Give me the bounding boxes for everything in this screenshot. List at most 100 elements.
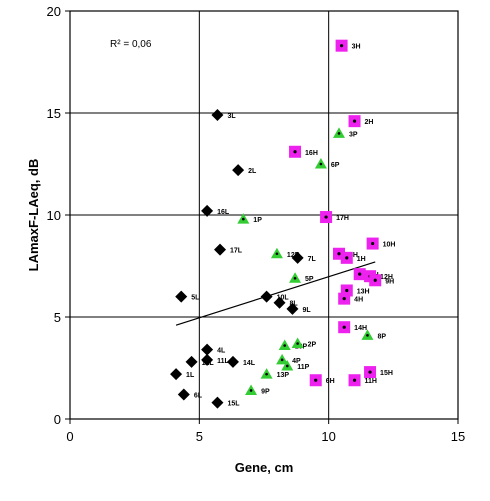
data-point-dot <box>373 278 377 282</box>
data-point-diamond <box>273 296 286 309</box>
data-point-label: 13P <box>277 372 290 379</box>
data-point-dot <box>371 241 375 246</box>
data-point-label: 6L <box>194 393 203 400</box>
data-point-label: 10L <box>277 295 290 302</box>
data-point-dot <box>319 162 323 166</box>
data-point-label: 8P <box>377 333 386 340</box>
data-point-label: 2P <box>308 342 317 349</box>
y-tick-label: 0 <box>54 412 61 427</box>
data-point-dot <box>285 364 289 368</box>
data-point-label: 2L <box>248 168 257 175</box>
x-tick-label: 10 <box>321 429 335 444</box>
x-axis-title: Gene, cm <box>235 460 294 475</box>
r-squared-annotation: R² = 0,06 <box>110 39 152 50</box>
data-point-dot <box>368 370 372 374</box>
data-point-label: 1P <box>253 217 262 224</box>
data-point-label: 15H <box>380 370 393 377</box>
data-point-label: 5P <box>305 276 314 283</box>
data-point-dot <box>293 276 297 280</box>
y-tick-label: 15 <box>47 106 61 121</box>
data-point-dot <box>280 358 284 362</box>
x-axis-ticks: 0 5 10 15 <box>66 419 465 444</box>
data-point-label: 9H <box>385 278 394 285</box>
data-point-diamond <box>260 290 273 303</box>
data-point-diamond <box>201 343 214 356</box>
x-tick-label: 15 <box>451 429 465 444</box>
data-point-diamond <box>214 243 227 256</box>
data-point-diamond <box>232 164 245 177</box>
data-point-dot <box>366 334 369 337</box>
data-point-dot <box>324 215 328 219</box>
data-point-diamond <box>291 251 304 264</box>
data-point-label: 6P <box>331 162 340 169</box>
data-point-label: 17H <box>336 215 349 222</box>
data-point-diamond <box>185 355 198 368</box>
data-point-dot <box>352 119 357 123</box>
data-point-label: 10H <box>383 242 396 249</box>
data-point-label: 4L <box>217 348 226 355</box>
data-point-dot <box>337 252 341 256</box>
x-tick-label: 5 <box>196 429 203 444</box>
data-point-label: 13H <box>357 288 370 295</box>
data-point-dot <box>296 342 299 345</box>
data-point-diamond <box>175 290 188 303</box>
data-point-diamond <box>211 109 224 122</box>
data-point-label: 6H <box>326 378 335 385</box>
x-tick-label: 0 <box>66 429 73 444</box>
data-point-label: 3P <box>349 131 358 138</box>
data-point-dot <box>249 389 253 392</box>
data-point-diamond <box>201 353 214 366</box>
data-point-dot <box>314 378 318 382</box>
data-point-label: 9P <box>261 388 270 395</box>
data-point-label: 12P <box>287 252 300 259</box>
data-point-diamond <box>211 396 224 409</box>
data-point-dot <box>342 325 346 329</box>
data-point-label: 9L <box>302 307 311 314</box>
data-point-diamond <box>201 204 214 217</box>
data-point-dot <box>337 132 341 135</box>
y-axis-ticks: 0 5 10 15 20 <box>47 4 70 427</box>
data-point-label: 16H <box>305 150 318 157</box>
y-tick-label: 5 <box>54 310 61 325</box>
data-point-label: 16L <box>217 209 230 216</box>
data-point-label: 8L <box>290 301 299 308</box>
data-point-dot <box>345 288 349 293</box>
data-point-label: 14L <box>243 360 256 367</box>
data-point-label: 14H <box>354 325 367 332</box>
data-point-label: 15L <box>227 401 240 408</box>
data-point-dot <box>275 252 279 256</box>
data-point-label: 12H <box>380 274 393 281</box>
data-point-label: 11P <box>297 364 309 371</box>
data-point-label: 2H <box>365 119 374 126</box>
gridlines <box>69 10 459 420</box>
data-point-dot <box>293 150 297 154</box>
data-point-dot <box>358 272 362 276</box>
y-tick-label: 10 <box>47 208 61 223</box>
data-point-dot <box>265 372 268 376</box>
data-point-label: 11H <box>365 378 377 385</box>
data-point-label: 1H <box>357 256 366 263</box>
data-point-dot <box>340 44 344 48</box>
data-point-label: 5L <box>191 295 200 302</box>
data-point-dot <box>342 297 346 301</box>
data-point-label: 4H <box>354 297 363 304</box>
data-point-dot <box>345 256 349 260</box>
data-point-dot <box>242 217 245 221</box>
trend-line <box>175 261 376 326</box>
data-point-label: 1L <box>186 372 195 379</box>
data-point-dot <box>283 344 286 347</box>
y-axis-title: LAmaxF-LAeq, dB <box>26 159 41 272</box>
data-point-label: 4P <box>292 358 301 365</box>
data-point-label: 17L <box>230 248 243 255</box>
data-point-label: 3L <box>227 113 236 120</box>
data-point-label: 5H <box>349 252 358 259</box>
data-point-dot <box>352 378 357 382</box>
data-point-diamond <box>226 355 239 368</box>
data-point-label: 7L <box>308 256 317 263</box>
data-point-diamond <box>177 388 190 401</box>
data-point-diamond <box>170 368 183 381</box>
data-point-label: 3H <box>352 44 361 51</box>
data-point-diamond <box>286 302 299 315</box>
data-point-label: 11L <box>217 358 229 365</box>
